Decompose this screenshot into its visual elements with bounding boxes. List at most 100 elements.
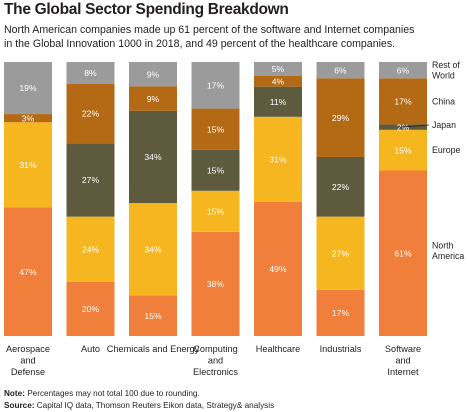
data-label-rest-of-world-chemicals-and-energy: 9% bbox=[147, 69, 160, 79]
legend-label-line: Rest of bbox=[432, 60, 460, 70]
data-label-north-america-aerospace-and-defense: 47% bbox=[19, 267, 37, 277]
data-label-north-america-computing-and-electronics: 38% bbox=[207, 279, 225, 289]
bar-china-aerospace-and-defense bbox=[4, 114, 52, 123]
bar-rest-of-world-aerospace-and-defense bbox=[4, 62, 52, 115]
legend-label-japan: Japan bbox=[432, 120, 456, 130]
category-label-line: Aerospace bbox=[6, 344, 50, 354]
data-label-europe-healthcare: 31% bbox=[269, 154, 287, 164]
category-label-software-and-internet: Software and Internet bbox=[385, 344, 421, 377]
legend-label-line: North bbox=[432, 240, 454, 250]
bar-japan-industrials bbox=[316, 156, 365, 217]
bar-stack-chemicals-and-energy: 15% 34% 34% 9% 9% bbox=[129, 62, 177, 336]
source-label: Source: bbox=[4, 401, 35, 410]
bar-europe-industrials bbox=[316, 216, 365, 290]
bar-europe-auto bbox=[66, 216, 115, 282]
data-label-china-healthcare: 4% bbox=[272, 76, 285, 86]
category-label-line: and bbox=[20, 356, 35, 366]
legend-label-china: China bbox=[432, 96, 455, 106]
bar-china-auto bbox=[66, 83, 115, 144]
data-label-china-aerospace-and-defense: 3% bbox=[22, 113, 35, 123]
bar-japan-computing-and-electronics bbox=[191, 149, 240, 191]
category-label-auto: Auto bbox=[81, 344, 100, 354]
category-label-healthcare: Healthcare bbox=[256, 344, 300, 354]
category-label-line: Software bbox=[385, 344, 421, 354]
bar-stack-healthcare: 49% 31% 11% 4% 5% bbox=[254, 62, 302, 336]
data-label-north-america-healthcare: 49% bbox=[269, 264, 287, 274]
bar-north-america-industrials bbox=[316, 289, 365, 336]
data-label-china-auto: 22% bbox=[82, 109, 100, 119]
data-label-china-industrials: 29% bbox=[332, 113, 350, 123]
data-label-north-america-software-and-internet: 61% bbox=[394, 248, 412, 258]
category-label-line: Electronics bbox=[193, 367, 238, 377]
bar-north-america-computing-and-electronics bbox=[191, 231, 240, 336]
data-label-north-america-chemicals-and-energy: 15% bbox=[144, 311, 162, 321]
data-label-china-computing-and-electronics: 15% bbox=[207, 124, 225, 134]
data-label-japan-software-and-internet: 2% bbox=[397, 122, 410, 132]
data-label-europe-chemicals-and-energy: 34% bbox=[144, 244, 162, 254]
legend-label-line: America bbox=[432, 251, 464, 261]
bar-north-america-auto bbox=[66, 281, 115, 336]
bar-north-america-chemicals-and-energy bbox=[129, 295, 177, 336]
bar-europe-aerospace-and-defense bbox=[4, 122, 52, 208]
chart-subtitle-line-2: in the Global Innovation 1000 in 2018, a… bbox=[4, 38, 396, 50]
bar-europe-computing-and-electronics bbox=[191, 190, 240, 232]
data-label-japan-healthcare: 11% bbox=[270, 97, 287, 107]
bar-china-computing-and-electronics bbox=[191, 108, 240, 150]
bar-stack-industrials: 17% 27% 22% 29% 6% bbox=[316, 62, 365, 336]
bar-china-chemicals-and-energy bbox=[129, 86, 177, 111]
legend-label-line: World bbox=[432, 71, 455, 81]
category-label-computing-and-electronics: Computing and Electronics bbox=[193, 344, 238, 377]
legend-label-line: Europe bbox=[432, 145, 460, 155]
note-text: Percentages may not total 100 due to rou… bbox=[24, 389, 200, 398]
bar-japan-auto bbox=[66, 143, 115, 217]
chart-subtitle-line-1: North American companies made up 61 perc… bbox=[4, 24, 415, 36]
category-label-line: Internet bbox=[387, 367, 419, 377]
bar-north-america-aerospace-and-defense bbox=[4, 207, 52, 336]
bar-rest-of-world-chemicals-and-energy bbox=[129, 62, 177, 87]
bar-north-america-software-and-internet bbox=[379, 170, 427, 336]
category-label-line: Defense bbox=[11, 367, 45, 377]
bar-rest-of-world-industrials bbox=[316, 62, 365, 79]
data-label-europe-computing-and-electronics: 15% bbox=[207, 207, 225, 217]
legend-label-north-america: North America bbox=[432, 240, 464, 261]
data-label-europe-industrials: 27% bbox=[332, 248, 350, 258]
chart-title: The Global Sector Spending Breakdown bbox=[4, 1, 289, 18]
bar-japan-healthcare bbox=[254, 86, 302, 117]
category-label-line: and bbox=[395, 356, 410, 366]
legend-label-rest-of-world: Rest of World bbox=[432, 60, 460, 81]
category-label-line: Chemicals and Energy bbox=[107, 344, 200, 354]
category-label-aerospace-and-defense: Aerospace and Defense bbox=[6, 344, 50, 377]
bar-china-software-and-internet bbox=[379, 78, 427, 125]
bar-japan-chemicals-and-energy bbox=[129, 110, 177, 204]
bar-rest-of-world-software-and-internet bbox=[379, 62, 427, 79]
legend-label-line: Japan bbox=[432, 120, 456, 130]
bar-china-industrials bbox=[316, 78, 365, 157]
data-label-japan-chemicals-and-energy: 34% bbox=[144, 152, 162, 162]
bar-stack-aerospace-and-defense: 47% 31% 3% 19% bbox=[4, 62, 52, 336]
chart-source: Source: Capital IQ data, Thomson Reuters… bbox=[4, 401, 274, 410]
legend-leader-line-japan bbox=[399, 124, 430, 128]
data-label-rest-of-world-auto: 8% bbox=[84, 68, 97, 78]
category-label-line: Auto bbox=[81, 344, 100, 354]
category-label-chemicals-and-energy: Chemicals and Energy bbox=[107, 344, 200, 354]
bar-rest-of-world-auto bbox=[66, 62, 115, 84]
data-label-rest-of-world-aerospace-and-defense: 19% bbox=[19, 83, 37, 93]
note-label: Note: bbox=[4, 389, 25, 398]
category-label-line: and bbox=[208, 356, 223, 366]
chart-note: Note: Percentages may not total 100 due … bbox=[4, 389, 200, 398]
legend-label-europe: Europe bbox=[432, 145, 460, 155]
data-label-europe-aerospace-and-defense: 31% bbox=[19, 160, 37, 170]
bar-north-america-healthcare bbox=[254, 201, 302, 336]
bar-europe-healthcare bbox=[254, 116, 302, 202]
category-label-line: Healthcare bbox=[256, 344, 300, 354]
data-label-rest-of-world-software-and-internet: 6% bbox=[397, 65, 410, 75]
data-label-north-america-auto: 20% bbox=[82, 304, 100, 314]
bar-china-healthcare bbox=[254, 75, 302, 87]
data-label-europe-auto: 24% bbox=[82, 244, 100, 254]
data-label-china-software-and-internet: 17% bbox=[394, 97, 412, 107]
source-text: Capital IQ data, Thomson Reuters Eikon d… bbox=[34, 401, 275, 410]
data-label-japan-industrials: 22% bbox=[332, 182, 350, 192]
data-label-japan-computing-and-electronics: 15% bbox=[207, 165, 225, 175]
data-label-europe-software-and-internet: 15% bbox=[394, 145, 412, 155]
